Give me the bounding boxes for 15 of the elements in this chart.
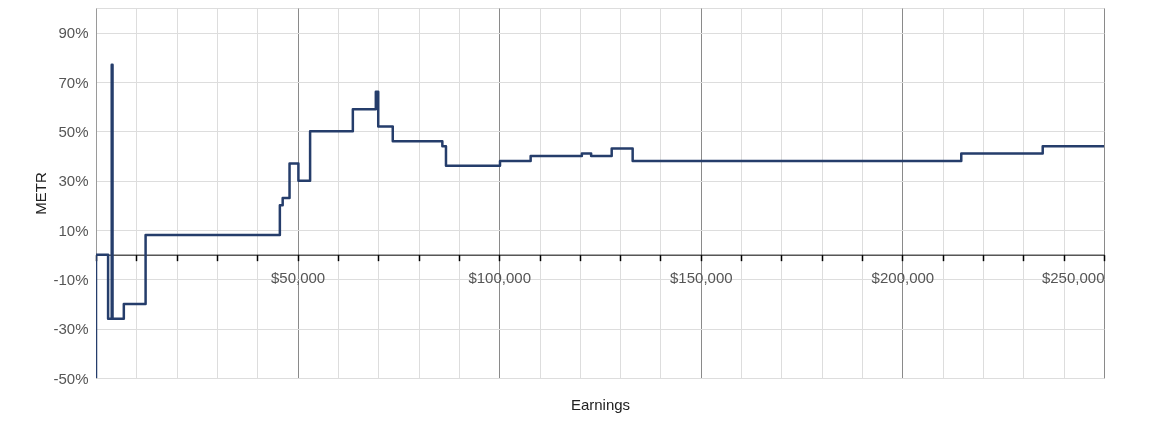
x-tick-label: $250,000 xyxy=(1041,269,1105,287)
y-tick-label: 90% xyxy=(58,24,89,42)
y-axis-title: METR xyxy=(32,172,50,215)
y-tick-label: 70% xyxy=(58,73,89,91)
x-tick-label: $200,000 xyxy=(871,269,935,287)
y-tick-label: 30% xyxy=(58,172,89,190)
y-tick-label: -10% xyxy=(53,270,89,288)
x-axis-title: Earnings xyxy=(570,395,631,413)
x-tick-label: $50,000 xyxy=(270,269,326,287)
y-tick-label: 10% xyxy=(58,221,89,239)
x-tick-label: $150,000 xyxy=(670,269,733,287)
x-tick-label: $100,000 xyxy=(468,269,531,287)
y-tick-label: -30% xyxy=(53,320,89,338)
y-tick-label: 50% xyxy=(58,122,89,140)
y-tick-label: -50% xyxy=(53,369,89,387)
